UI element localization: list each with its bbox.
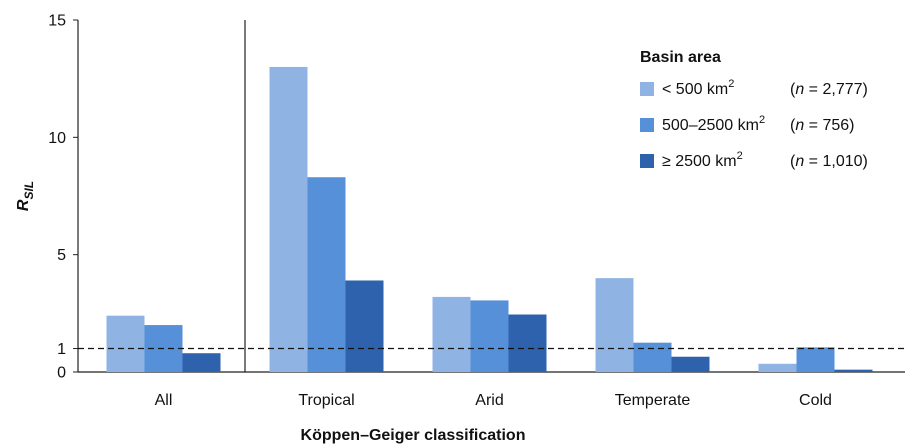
legend-title: Basin area bbox=[640, 49, 721, 66]
bar-tropical-series-2 bbox=[307, 177, 346, 372]
bar-temperate-series-2 bbox=[633, 342, 672, 372]
legend: Basin area < 500 km2 (n = 2,777) 500–2500 k… bbox=[640, 49, 868, 170]
legend-swatch-3 bbox=[640, 154, 654, 168]
legend-n-1: (n = 2,777) bbox=[790, 81, 868, 98]
x-tick-label: All bbox=[155, 392, 173, 409]
legend-swatch-1 bbox=[640, 82, 654, 96]
bar-tropical-series-1 bbox=[269, 66, 308, 372]
bar-all-series-3 bbox=[182, 353, 221, 372]
x-tick-label: Arid bbox=[475, 392, 503, 409]
bar-tropical-series-3 bbox=[345, 280, 384, 372]
legend-label-1: < 500 km2 bbox=[662, 78, 734, 98]
bar-temperate-series-3 bbox=[671, 356, 710, 372]
bar-cold-series-2 bbox=[796, 347, 835, 372]
legend-n-2: (n = 756) bbox=[790, 117, 855, 134]
legend-swatch-2 bbox=[640, 118, 654, 132]
y-tick-label: 1 bbox=[57, 341, 66, 358]
y-tick-label: 15 bbox=[48, 13, 66, 30]
x-tick-label: Cold bbox=[799, 392, 832, 409]
bar-temperate-series-1 bbox=[595, 278, 634, 372]
x-axis: All Tropical Arid Temperate Cold Köppen–Geige… bbox=[155, 392, 832, 444]
y-tick-label: 10 bbox=[48, 130, 66, 147]
y-tick-label: 5 bbox=[57, 247, 66, 264]
bar-cold-series-3 bbox=[834, 369, 873, 372]
bar-arid-series-1 bbox=[432, 296, 471, 372]
legend-n-3: (n = 1,010) bbox=[790, 153, 868, 170]
bar-cold-series-1 bbox=[758, 363, 797, 372]
bars bbox=[106, 66, 873, 372]
bar-all-series-1 bbox=[106, 315, 145, 372]
x-tick-label: Temperate bbox=[615, 392, 691, 409]
x-axis-title: Köppen–Geiger classification bbox=[301, 427, 526, 444]
x-tick-label: Tropical bbox=[298, 392, 354, 409]
legend-label-2: 500–2500 km2 bbox=[662, 114, 765, 134]
y-tick-label: 0 bbox=[57, 365, 66, 382]
y-axis-title: RSIL bbox=[15, 181, 36, 211]
bar-arid-series-3 bbox=[508, 314, 547, 372]
legend-label-3: ≥ 2500 km2 bbox=[662, 150, 743, 170]
bar-arid-series-2 bbox=[470, 300, 509, 372]
